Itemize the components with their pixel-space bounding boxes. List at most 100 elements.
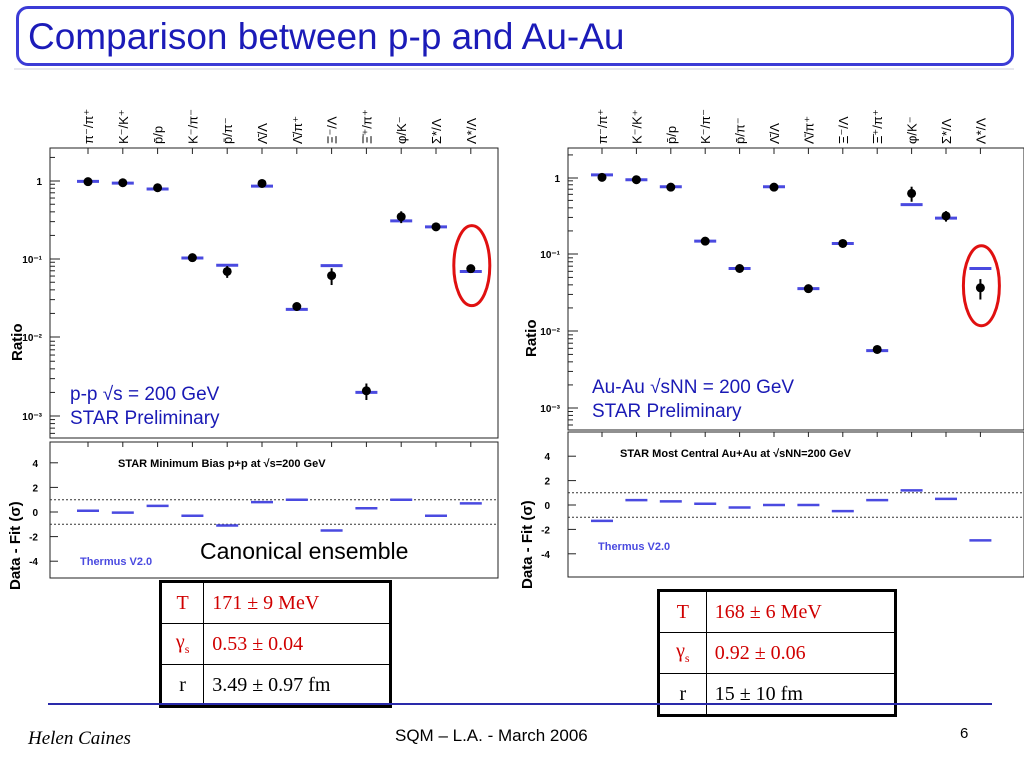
category-label: π⁻/π⁺: [81, 109, 96, 144]
ratio-tick-label: 10⁻¹: [540, 250, 560, 261]
residual-tick-label: 4: [544, 452, 550, 463]
category-label: Λ*/Λ: [464, 118, 479, 144]
residual-plot-frame: [49, 441, 499, 579]
category-label: Ξ⁻/Λ: [836, 116, 851, 144]
data-point: [975, 283, 985, 293]
pp-annotation: p-p √s = 200 GeV STAR Preliminary: [70, 383, 220, 431]
data-point: [631, 175, 641, 185]
conference-label: SQM – L.A. - March 2006: [395, 726, 588, 745]
category-label: Ξ̄⁺/π⁺: [359, 109, 374, 144]
param-value: 0.53 ± 0.04: [203, 623, 391, 665]
data-point: [597, 172, 607, 182]
ratio-tick-label: 10⁻²: [540, 327, 560, 338]
auau-annotation-line2: STAR Preliminary: [592, 401, 742, 422]
residual-tick-label: -2: [541, 525, 550, 536]
data-point: [700, 236, 710, 246]
data-point: [396, 212, 406, 222]
data-point: [735, 264, 745, 274]
ratio-tick-label: 10⁻¹: [22, 255, 42, 266]
residual-tick-label: 0: [32, 508, 38, 519]
ratio-tick-label: 1: [36, 177, 42, 188]
data-point: [153, 183, 163, 193]
data-point: [666, 182, 676, 192]
ratio-tick-label: 10⁻²: [22, 333, 42, 344]
pp-chart: Ratio Data - Fit (σ) 1 10⁻¹ 10⁻² 10⁻³ π⁻/π⁺ K⁻/…: [7, 109, 499, 590]
ratio-tick-label: 1: [554, 174, 560, 185]
residual-tick-label: 2: [544, 477, 550, 488]
category-label: K⁻/K⁺: [116, 109, 131, 144]
param-symbol: r: [159, 664, 205, 707]
param-symbol: γs: [658, 632, 707, 674]
slide-title: Comparison between p-p and Au-Au: [28, 16, 625, 57]
category-label: Λ*/Λ: [973, 118, 988, 144]
data-point: [466, 264, 476, 274]
category-label: Λ̄/π⁺: [801, 116, 816, 144]
residual-tick-label: -4: [29, 557, 38, 568]
data-point: [187, 253, 197, 263]
highlight-ellipse: [961, 244, 1001, 328]
table-row: γs 0.92 ± 0.06: [658, 632, 897, 674]
residual-axis-label: Data - Fit (σ): [7, 501, 24, 590]
data-point: [838, 238, 848, 248]
highlight-ellipse: [452, 224, 492, 308]
ratio-plot-frame: [567, 147, 1024, 431]
data-point: [222, 266, 232, 276]
category-label: p̄/π⁻: [220, 117, 235, 144]
table-row: γs 0.53 ± 0.04: [159, 623, 391, 665]
category-label: Λ̄/π⁺: [290, 116, 305, 144]
title-frame: [16, 6, 1014, 66]
auau-annotation-line1: Au-Au √sNN = 200 GeV: [592, 377, 795, 398]
page-number: 6: [960, 725, 969, 742]
model-label: Thermus V2.0: [598, 541, 670, 553]
data-point: [431, 222, 441, 232]
residual-axis-label: Data - Fit (σ): [519, 500, 536, 589]
ratio-tick-label: 10⁻³: [540, 404, 560, 415]
data-point: [83, 177, 93, 187]
data-point: [907, 188, 917, 198]
residual-tick-label: -4: [541, 550, 550, 561]
category-label: Ξ̄⁺/π⁺: [870, 109, 885, 144]
param-value: 171 ± 9 MeV: [203, 581, 391, 624]
auau-annotation: Au-Au √sNN = 200 GeV STAR Preliminary: [592, 376, 794, 424]
data-point: [941, 211, 951, 221]
category-label: Λ̄/Λ: [767, 123, 782, 144]
param-symbol: r: [658, 673, 707, 716]
param-symbol: T: [658, 590, 707, 633]
category-label: K⁻/K⁺: [629, 109, 644, 144]
param-value: 0.92 ± 0.06: [705, 632, 897, 674]
data-point: [803, 284, 813, 294]
param-value: 15 ± 10 fm: [705, 673, 897, 716]
table-row: T 171 ± 9 MeV: [159, 581, 391, 624]
category-label: p̄/p: [664, 126, 679, 144]
title-divider: [14, 68, 1014, 70]
author-name: Helen Caines: [28, 728, 131, 749]
residual-tick-label: -2: [29, 533, 38, 544]
param-symbol: T: [159, 581, 205, 624]
residual-tick-label: 0: [544, 501, 550, 512]
category-label: Λ̄/Λ: [255, 123, 270, 144]
data-point: [872, 344, 882, 354]
table-row: r 3.49 ± 0.97 fm: [159, 664, 391, 707]
category-label: p̄/p: [151, 126, 166, 144]
ratio-tick-label: 10⁻³: [22, 412, 42, 423]
residual-plot-label: STAR Most Central Au+Au at √sNN=200 GeV: [620, 448, 852, 460]
model-label: Thermus V2.0: [80, 556, 152, 568]
residual-tick-label: 2: [32, 483, 38, 494]
canonical-ensemble-label: Canonical ensemble: [200, 538, 409, 564]
category-label: φ/K⁻: [394, 116, 409, 144]
param-symbol: γs: [159, 623, 205, 665]
category-label: p̄/π⁻: [733, 117, 748, 144]
pp-annotation-line1: p-p √s = 200 GeV: [70, 384, 220, 405]
category-label: K⁻/π⁻: [698, 109, 713, 144]
auau-chart: Ratio Data - Fit (σ) 1 10⁻¹ 10⁻² 10⁻³ π⁻/π⁺ K⁻/…: [519, 109, 1024, 589]
data-point: [292, 301, 302, 311]
param-value: 3.49 ± 0.97 fm: [203, 664, 391, 707]
table-row: T 168 ± 6 MeV: [658, 590, 897, 633]
category-label: Ξ⁻/Λ: [325, 116, 340, 144]
residual-tick-label: 4: [32, 459, 38, 470]
data-point: [361, 386, 371, 396]
category-label: Σ*/Λ: [429, 118, 444, 144]
pp-fit-parameters-table: T 171 ± 9 MeV γs 0.53 ± 0.04 r 3.49 ± 0.…: [159, 580, 392, 708]
ratio-plot-frame: [49, 147, 499, 439]
data-point: [118, 178, 128, 188]
